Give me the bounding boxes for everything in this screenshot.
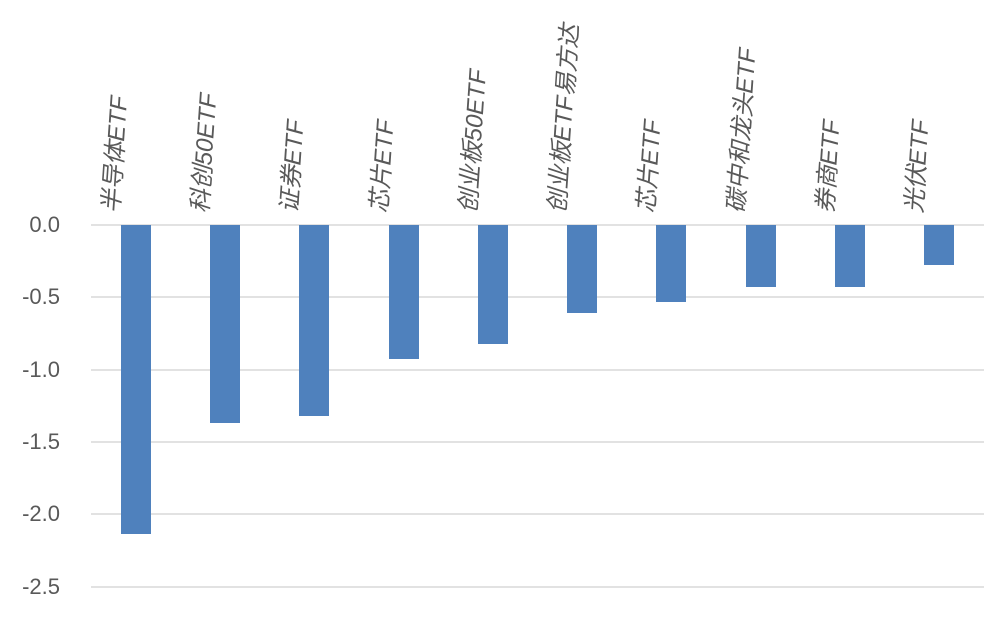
bar bbox=[299, 225, 330, 416]
category-label: 半导体ETF bbox=[97, 95, 133, 215]
bar bbox=[209, 225, 240, 424]
category-label: 证券ETF bbox=[276, 119, 310, 215]
bar bbox=[120, 225, 151, 535]
bar bbox=[924, 225, 955, 266]
gridline bbox=[91, 440, 984, 443]
bar bbox=[835, 225, 866, 288]
category-label: 创业板50ETF bbox=[454, 68, 492, 215]
bar bbox=[388, 225, 419, 360]
gridline bbox=[91, 513, 984, 516]
y-axis-tick-label: 0.0 bbox=[29, 212, 60, 237]
bar bbox=[745, 225, 776, 288]
category-label: 光伏ETF bbox=[901, 119, 935, 215]
category-label: 碳中和龙头ETF bbox=[722, 47, 762, 215]
y-axis-tick-label: -2.5 bbox=[22, 573, 60, 599]
y-axis-tick-label: -0.5 bbox=[22, 284, 60, 310]
category-label: 创业板ETF易方达 bbox=[544, 23, 585, 215]
category-label: 科创50ETF bbox=[187, 92, 223, 215]
category-label: 芯片ETF bbox=[365, 119, 400, 215]
bar bbox=[656, 225, 687, 302]
y-axis-tick-label: -2.0 bbox=[22, 501, 60, 527]
category-label: 券商ETF bbox=[812, 119, 846, 215]
y-axis-tick-label: -1.5 bbox=[22, 428, 60, 454]
gridline bbox=[91, 585, 984, 588]
y-axis-tick-label: -1.0 bbox=[22, 356, 60, 382]
bar bbox=[477, 225, 508, 344]
bar bbox=[567, 225, 598, 314]
category-label: 芯片ETF bbox=[633, 119, 667, 215]
